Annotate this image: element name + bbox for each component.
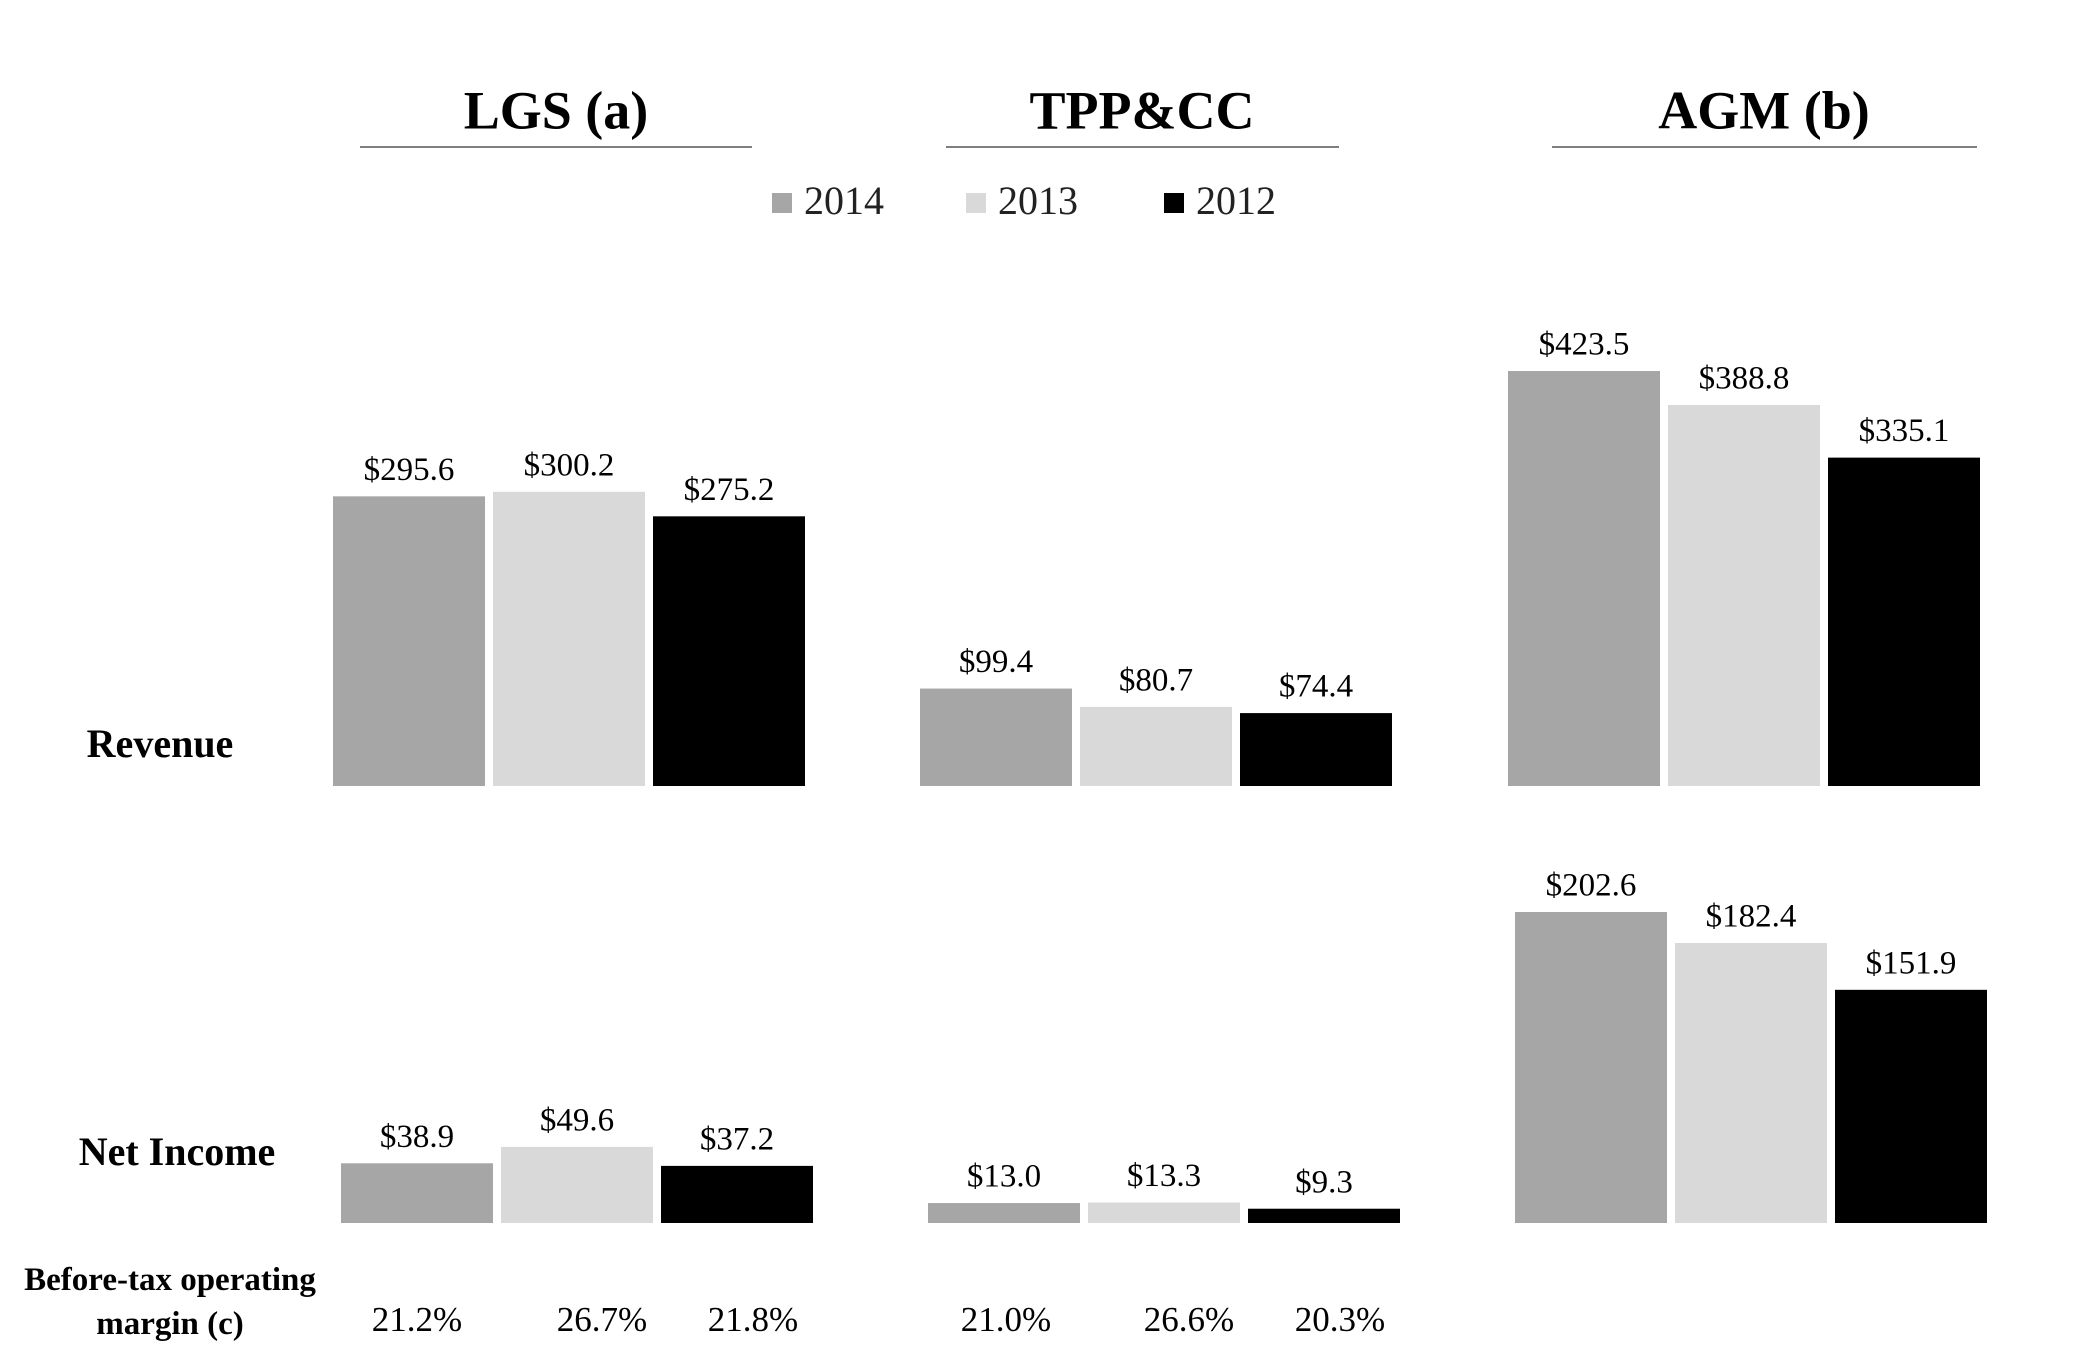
margin-label: Before-tax operating margin (c) (24, 1262, 316, 1342)
margin-value: 21.8% (708, 1300, 798, 1339)
bar (661, 1165, 813, 1223)
bar (1668, 405, 1820, 786)
bar (493, 491, 645, 786)
margin-value: 26.6% (1144, 1300, 1234, 1339)
value-label: $80.7 (1119, 662, 1193, 698)
legend-label: 2013 (998, 178, 1078, 223)
value-label: $74.4 (1279, 669, 1353, 705)
bar (333, 496, 485, 786)
value-label: $335.1 (1859, 413, 1950, 449)
value-label: $295.6 (364, 452, 455, 488)
bar (341, 1163, 493, 1223)
margin-value: 21.2% (372, 1300, 462, 1339)
bar (1248, 1208, 1400, 1223)
bar (1080, 706, 1232, 786)
legend-label: 2014 (804, 178, 884, 223)
column-title: LGS (a) (464, 80, 649, 140)
value-label: $300.2 (524, 447, 615, 483)
value-label: $202.6 (1546, 868, 1637, 904)
value-label: $275.2 (684, 472, 775, 508)
value-label: $13.3 (1127, 1158, 1201, 1194)
legend-label: 2012 (1196, 178, 1276, 223)
value-label: $423.5 (1539, 327, 1630, 363)
bar (1835, 989, 1987, 1223)
legend-swatch (966, 193, 986, 213)
bar (928, 1203, 1080, 1223)
bar (1675, 943, 1827, 1223)
margin-value: 20.3% (1295, 1300, 1385, 1339)
row-title: Net Income (79, 1129, 276, 1174)
bar (1515, 912, 1667, 1223)
column-title: AGM (b) (1658, 80, 1869, 140)
bar (501, 1146, 653, 1223)
bar (653, 516, 805, 786)
bar (920, 688, 1072, 786)
value-label: $99.4 (959, 644, 1033, 680)
value-label: $151.9 (1866, 945, 1957, 981)
value-label: $49.6 (540, 1102, 614, 1138)
legend-swatch (1164, 193, 1184, 213)
bar (1240, 713, 1392, 786)
row-title: Revenue (87, 721, 234, 766)
column-title: TPP&CC (1030, 80, 1255, 140)
margin-value: 26.7% (557, 1300, 647, 1339)
value-label: $37.2 (700, 1121, 774, 1157)
bar (1508, 371, 1660, 786)
value-label: $13.0 (967, 1159, 1041, 1195)
bar (1088, 1202, 1240, 1223)
bar (1828, 457, 1980, 786)
margin-value: 21.0% (961, 1300, 1051, 1339)
value-label: $182.4 (1706, 899, 1797, 935)
value-label: $388.8 (1699, 361, 1790, 397)
legend-swatch (772, 193, 792, 213)
value-label: $38.9 (380, 1119, 454, 1155)
value-label: $9.3 (1295, 1164, 1353, 1200)
